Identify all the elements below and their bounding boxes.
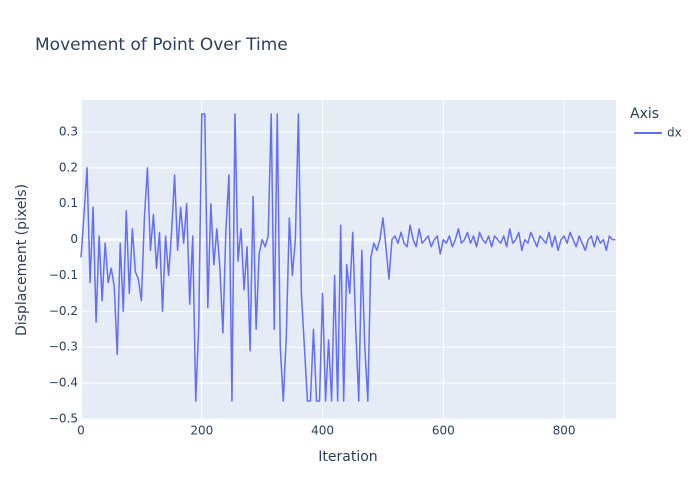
x-tick-label: 200 bbox=[190, 424, 213, 438]
y-tick-label: −0.5 bbox=[49, 412, 78, 426]
y-tick-label: 0.1 bbox=[59, 196, 78, 210]
x-tick-label: 800 bbox=[553, 424, 576, 438]
y-tick-label: −0.4 bbox=[49, 376, 78, 390]
y-tick-label: 0 bbox=[70, 232, 78, 246]
chart-title: Movement of Point Over Time bbox=[35, 35, 288, 55]
x-tick-label: 0 bbox=[77, 424, 85, 438]
legend-title: Axis bbox=[630, 106, 659, 122]
y-axis-label: Displacement (pixels) bbox=[14, 184, 30, 336]
y-tick-label: −0.1 bbox=[49, 268, 78, 282]
y-tick-label: −0.2 bbox=[49, 304, 78, 318]
legend-label: dx bbox=[667, 126, 682, 140]
y-tick-label: −0.3 bbox=[49, 340, 78, 354]
x-axis-label: Iteration bbox=[318, 449, 377, 465]
x-tick-label: 400 bbox=[311, 424, 334, 438]
y-tick-label: 0.2 bbox=[59, 160, 78, 174]
data-line bbox=[80, 113, 616, 402]
x-tick-label: 600 bbox=[432, 424, 455, 438]
y-tick-label: 0.3 bbox=[59, 124, 78, 138]
